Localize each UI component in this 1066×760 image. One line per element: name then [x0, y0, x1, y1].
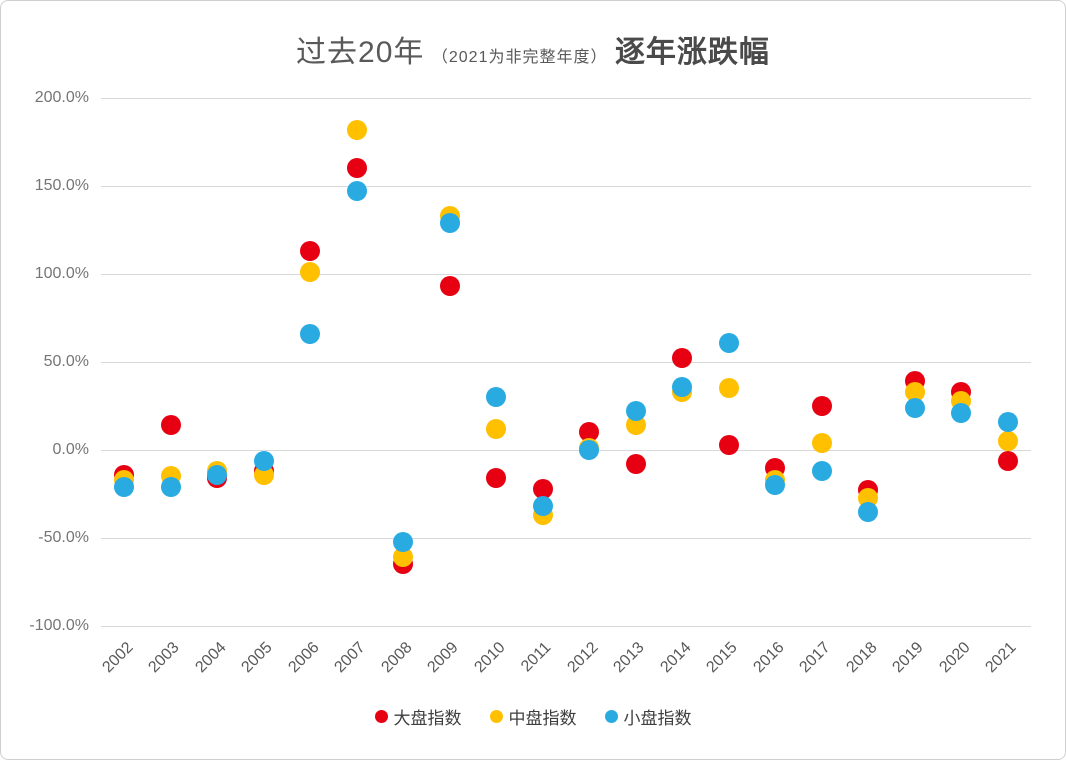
data-point-小盘指数 [114, 476, 135, 497]
data-point-小盘指数 [253, 450, 274, 471]
x-tick-label: 2015 [703, 639, 741, 677]
title-suffix: 逐年涨跌幅 [614, 36, 770, 69]
y-tick-label: 150.0% [34, 177, 89, 194]
gridline [101, 450, 1031, 451]
legend-item: 小盘指数 [604, 704, 692, 729]
legend-label: 小盘指数 [623, 709, 692, 728]
data-point-大盘指数 [625, 454, 646, 475]
gridline [101, 362, 1031, 363]
data-point-大盘指数 [532, 478, 553, 499]
legend-label: 大盘指数 [393, 709, 462, 728]
data-point-小盘指数 [207, 464, 228, 485]
y-tick-label: -50.0% [38, 529, 89, 546]
x-tick-label: 2004 [192, 639, 230, 677]
data-point-小盘指数 [346, 181, 367, 202]
data-point-小盘指数 [718, 332, 739, 353]
x-tick-label: 2010 [471, 639, 509, 677]
data-point-大盘指数 [997, 450, 1018, 471]
data-point-大盘指数 [439, 276, 460, 297]
data-point-大盘指数 [346, 158, 367, 179]
data-point-中盘指数 [300, 262, 321, 283]
title-main: 过去20年 [296, 36, 425, 69]
data-point-小盘指数 [486, 387, 507, 408]
y-tick-label: 200.0% [34, 89, 89, 106]
data-point-小盘指数 [765, 475, 786, 496]
data-point-大盘指数 [672, 348, 693, 369]
x-tick-label: 2016 [750, 639, 788, 677]
data-point-小盘指数 [858, 501, 879, 522]
data-point-小盘指数 [579, 440, 600, 460]
x-tick-label: 2021 [982, 639, 1020, 677]
legend-marker-icon [604, 710, 618, 723]
x-axis-labels: 2002 2003 2004 2005 2006 2007 2008 2009 2010 2011… [99, 633, 1031, 703]
data-point-中盘指数 [718, 378, 739, 399]
gridline [101, 626, 1031, 627]
gridline [101, 274, 1031, 275]
data-point-小盘指数 [625, 401, 646, 422]
x-tick-label: 2018 [843, 639, 881, 677]
data-point-大盘指数 [718, 434, 739, 455]
legend-item: 中盘指数 [489, 704, 577, 729]
data-point-小盘指数 [160, 476, 181, 497]
x-tick-label: 2019 [889, 639, 927, 677]
x-tick-label: 2003 [145, 639, 183, 677]
chart-title: 过去20年 （2021为非完整年度） 逐年涨跌幅 [1, 27, 1065, 71]
x-tick-label: 2013 [610, 639, 648, 677]
data-point-大盘指数 [486, 468, 507, 489]
x-tick-label: 2009 [424, 639, 462, 677]
data-point-中盘指数 [997, 431, 1018, 452]
data-point-中盘指数 [486, 418, 507, 439]
x-tick-label: 2017 [796, 639, 834, 677]
data-point-大盘指数 [300, 241, 321, 262]
gridline [101, 186, 1031, 187]
data-point-小盘指数 [904, 397, 925, 418]
y-tick-label: 50.0% [43, 353, 89, 370]
data-point-小盘指数 [439, 212, 460, 233]
data-point-小盘指数 [951, 403, 972, 424]
data-point-大盘指数 [811, 396, 832, 416]
data-point-中盘指数 [393, 547, 414, 568]
x-tick-label: 2020 [936, 639, 974, 677]
x-tick-label: 2012 [564, 639, 602, 677]
title-note: （2021为非完整年度） [431, 49, 608, 66]
legend-marker-icon [374, 710, 388, 723]
y-tick-label: 100.0% [34, 265, 89, 282]
data-point-中盘指数 [904, 381, 925, 402]
y-axis-labels: 200.0% 150.0% 100.0% 50.0% 0.0% -50.0% -100.0% [1, 89, 93, 634]
y-tick-label: -100.0% [29, 617, 89, 634]
data-point-小盘指数 [300, 323, 321, 344]
data-point-小盘指数 [672, 376, 693, 397]
x-tick-label: 2006 [285, 639, 323, 677]
legend-label: 中盘指数 [508, 709, 577, 728]
x-tick-label: 2005 [238, 639, 276, 677]
data-point-小盘指数 [811, 461, 832, 482]
legend-marker-icon [489, 710, 503, 723]
data-point-大盘指数 [160, 415, 181, 436]
gridline [101, 538, 1031, 539]
x-tick-label: 2007 [331, 639, 369, 677]
data-point-中盘指数 [811, 432, 832, 453]
y-tick-label: 0.0% [52, 441, 89, 458]
data-point-大盘指数 [579, 422, 600, 443]
data-point-中盘指数 [346, 119, 367, 140]
x-tick-label: 2011 [518, 639, 555, 676]
data-point-小盘指数 [532, 496, 553, 517]
legend: 大盘指数 中盘指数 小盘指数 [1, 704, 1065, 729]
gridline [101, 98, 1031, 99]
x-tick-label: 2014 [657, 639, 695, 677]
x-tick-label: 2002 [99, 639, 137, 677]
x-tick-label: 2008 [378, 639, 416, 677]
plot-area [101, 98, 1031, 627]
legend-item: 大盘指数 [374, 704, 462, 729]
data-point-小盘指数 [393, 531, 414, 552]
data-point-小盘指数 [997, 411, 1018, 432]
